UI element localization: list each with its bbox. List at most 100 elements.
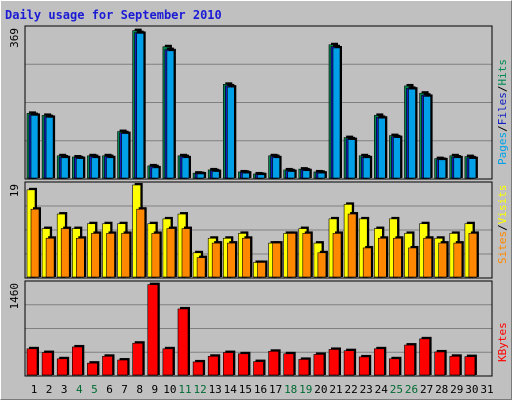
bar-pages: [362, 157, 371, 179]
bar-sites: [393, 237, 402, 278]
bar-kbytes: [404, 344, 415, 376]
bar-pages: [332, 47, 341, 179]
bar-kbytes: [162, 348, 174, 376]
bar-pages: [347, 139, 356, 179]
bar-pages: [121, 133, 129, 179]
bar-kbytes: [147, 284, 159, 376]
bar-pages: [408, 88, 416, 179]
x-tick-label: 29: [450, 383, 463, 396]
bar-pages: [423, 96, 431, 179]
y-axis-max-label: 1460: [8, 283, 21, 310]
x-tick-label: 1: [31, 383, 38, 396]
x-tick-label: 23: [360, 383, 373, 396]
bar-kbytes: [434, 351, 446, 376]
legend-entry: /: [496, 86, 509, 93]
bar-sites: [257, 262, 266, 278]
bar-kbytes: [283, 353, 295, 376]
panel-border: [24, 25, 493, 180]
x-tick-label: 5: [91, 383, 98, 396]
bar-kbytes: [343, 350, 355, 376]
bar-sites: [227, 242, 236, 278]
legend-entry: Files: [496, 92, 509, 125]
bar-kbytes: [389, 358, 400, 376]
bar-sites: [76, 237, 85, 278]
bar-sites: [91, 233, 100, 278]
legend-entry: Pages: [496, 132, 509, 165]
x-tick-label: 2: [46, 383, 53, 396]
bar-pages: [438, 159, 447, 179]
bar-pages: [453, 157, 462, 179]
x-tick-label: 26: [405, 383, 418, 396]
x-tick-label: 20: [314, 383, 327, 396]
bar-pages: [181, 157, 190, 179]
x-tick-label: 6: [106, 383, 113, 396]
bar-pages: [106, 157, 114, 179]
bar-kbytes: [117, 359, 128, 376]
legend-entry: /: [496, 224, 509, 231]
bar-sites: [136, 208, 145, 278]
bar-sites: [242, 237, 251, 278]
bar-sites: [272, 242, 281, 278]
bar-sites: [332, 233, 342, 278]
bar-kbytes: [328, 349, 340, 376]
bar-sites: [423, 237, 432, 278]
x-tick-label: 4: [76, 383, 83, 396]
x-tick-label: 19: [299, 383, 312, 396]
x-tick-label: 7: [121, 383, 128, 396]
bar-sites: [317, 252, 327, 278]
bar-pages: [151, 167, 160, 179]
y-axis-max-label: 369: [8, 28, 21, 48]
bar-sites: [377, 237, 387, 278]
bar-kbytes: [373, 348, 385, 376]
bar-sites: [211, 242, 221, 278]
bar-kbytes: [192, 361, 204, 376]
x-tick-label: 27: [420, 383, 433, 396]
x-tick-label: 25: [390, 383, 403, 396]
x-tick-label: 31: [480, 383, 493, 396]
x-tick-label: 12: [193, 383, 206, 396]
bar-sites: [468, 233, 478, 278]
bar-pages: [242, 172, 250, 179]
bar-kbytes: [132, 342, 143, 376]
bar-kbytes: [313, 354, 325, 376]
y-axis-max-label: 19: [8, 184, 21, 197]
bar-pages: [60, 157, 69, 179]
panel-border: [24, 280, 493, 377]
bar-pages: [393, 137, 401, 179]
x-tick-label: 17: [269, 383, 282, 396]
bar-pages: [45, 117, 54, 179]
x-tick-label: 22: [344, 383, 357, 396]
bar-pages: [468, 158, 477, 179]
bar-sites: [151, 233, 161, 278]
bar-sites: [181, 228, 191, 278]
bar-pages: [136, 33, 144, 179]
x-tick-label: 10: [163, 383, 176, 396]
bar-sites: [30, 208, 40, 278]
x-tick-label: 24: [375, 383, 389, 396]
x-tick-label: 8: [136, 383, 143, 396]
bar-kbytes: [26, 348, 38, 376]
bar-kbytes: [207, 356, 219, 376]
x-tick-label: 16: [254, 383, 267, 396]
bar-pages: [317, 172, 326, 179]
bar-sites: [166, 228, 176, 278]
legend-entry: /: [496, 125, 509, 132]
x-tick-label: 14: [224, 383, 238, 396]
bar-kbytes: [449, 356, 461, 376]
bar-pages: [91, 157, 99, 179]
bar-pages: [302, 170, 311, 179]
bar-pages: [30, 115, 39, 179]
bar-kbytes: [223, 352, 234, 376]
bar-kbytes: [87, 362, 98, 376]
bar-kbytes: [238, 353, 249, 376]
bar-kbytes: [253, 361, 264, 376]
bar-kbytes: [268, 351, 279, 376]
bar-sites: [106, 233, 115, 278]
bar-sites: [347, 213, 357, 278]
bar-kbytes: [41, 352, 53, 376]
bar-pages: [272, 157, 280, 179]
x-tick-label: 21: [329, 383, 342, 396]
bar-sites: [287, 233, 297, 278]
